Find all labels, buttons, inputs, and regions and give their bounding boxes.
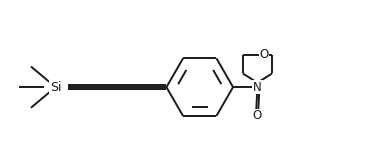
Text: N: N (253, 81, 262, 94)
Text: Si: Si (50, 81, 61, 94)
Text: O: O (252, 110, 262, 122)
Text: O: O (259, 48, 269, 61)
